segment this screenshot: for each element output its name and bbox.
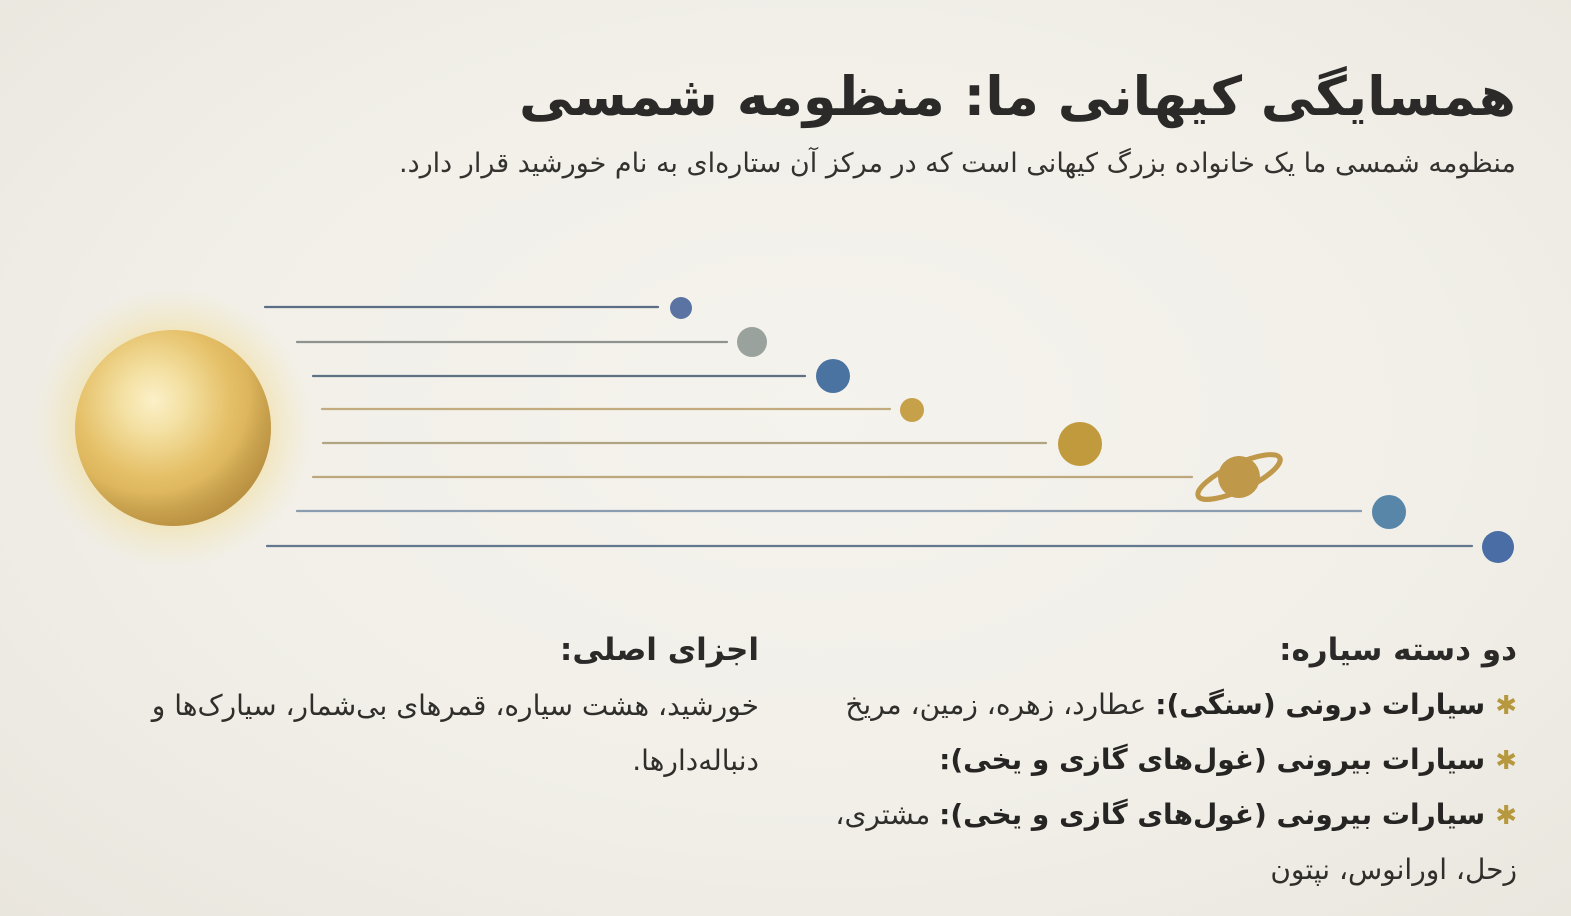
planet-venus — [737, 327, 767, 357]
bullet-label: سیارات بیرونی (غول‌های گازی و یخی): — [939, 743, 1486, 776]
asterisk-icon: ✱ — [1495, 691, 1517, 721]
asterisk-icon: ✱ — [1495, 801, 1517, 831]
bullet-inner-planets: ✱ سیارات درونی (سنگی): عطارد، زهره، زمین،… — [783, 678, 1517, 733]
planet-mars — [900, 398, 924, 422]
planet-earth — [816, 359, 850, 393]
asterisk-icon: ✱ — [1495, 746, 1517, 776]
bullet-label: سیارات بیرونی (غول‌های گازی و یخی): — [939, 798, 1486, 831]
planet-jupiter — [1058, 422, 1102, 466]
bullet-outer-planets: ✱ سیارات بیرونی (غول‌های گازی و یخی): — [783, 733, 1517, 788]
planet-saturn — [1195, 452, 1283, 502]
components-body: خورشید، هشت سیاره، قمرهای بی‌شمار، سیارک… — [151, 689, 759, 777]
sun-shading — [75, 330, 271, 526]
bullet-label: سیارات درونی (سنگی): — [1155, 688, 1486, 721]
bullet-text: عطارد، زهره، زمین، مریخ — [845, 688, 1147, 721]
page-title: همسایگی کیهانی ما: منظومه شمسی — [519, 65, 1516, 128]
planet-categories-section: دو دسته سیاره: ✱ سیارات درونی (سنگی): عطا… — [783, 628, 1517, 896]
components-section: اجزای اصلی: خورشید، هشت سیاره، قمرهای بی… — [97, 628, 759, 788]
page-subtitle: منظومه شمسی ما یک خانواده بزرگ کیهانی اس… — [399, 148, 1516, 180]
bullet-text: مشتری، زحل، اورانوس، نپتون — [835, 798, 1517, 886]
planet-uranus — [1372, 495, 1406, 529]
categories-heading: دو دسته سیاره: — [1279, 632, 1517, 668]
header: همسایگی کیهانی ما: منظومه شمسی منظومه شم… — [55, 58, 1516, 185]
planet-mercury — [670, 297, 692, 319]
bullet-outer-planets-list: ✱ سیارات بیرونی (غول‌های گازی و یخی): مشت… — [783, 788, 1517, 896]
planet-neptune — [1482, 531, 1514, 563]
components-heading: اجزای اصلی: — [559, 632, 759, 668]
